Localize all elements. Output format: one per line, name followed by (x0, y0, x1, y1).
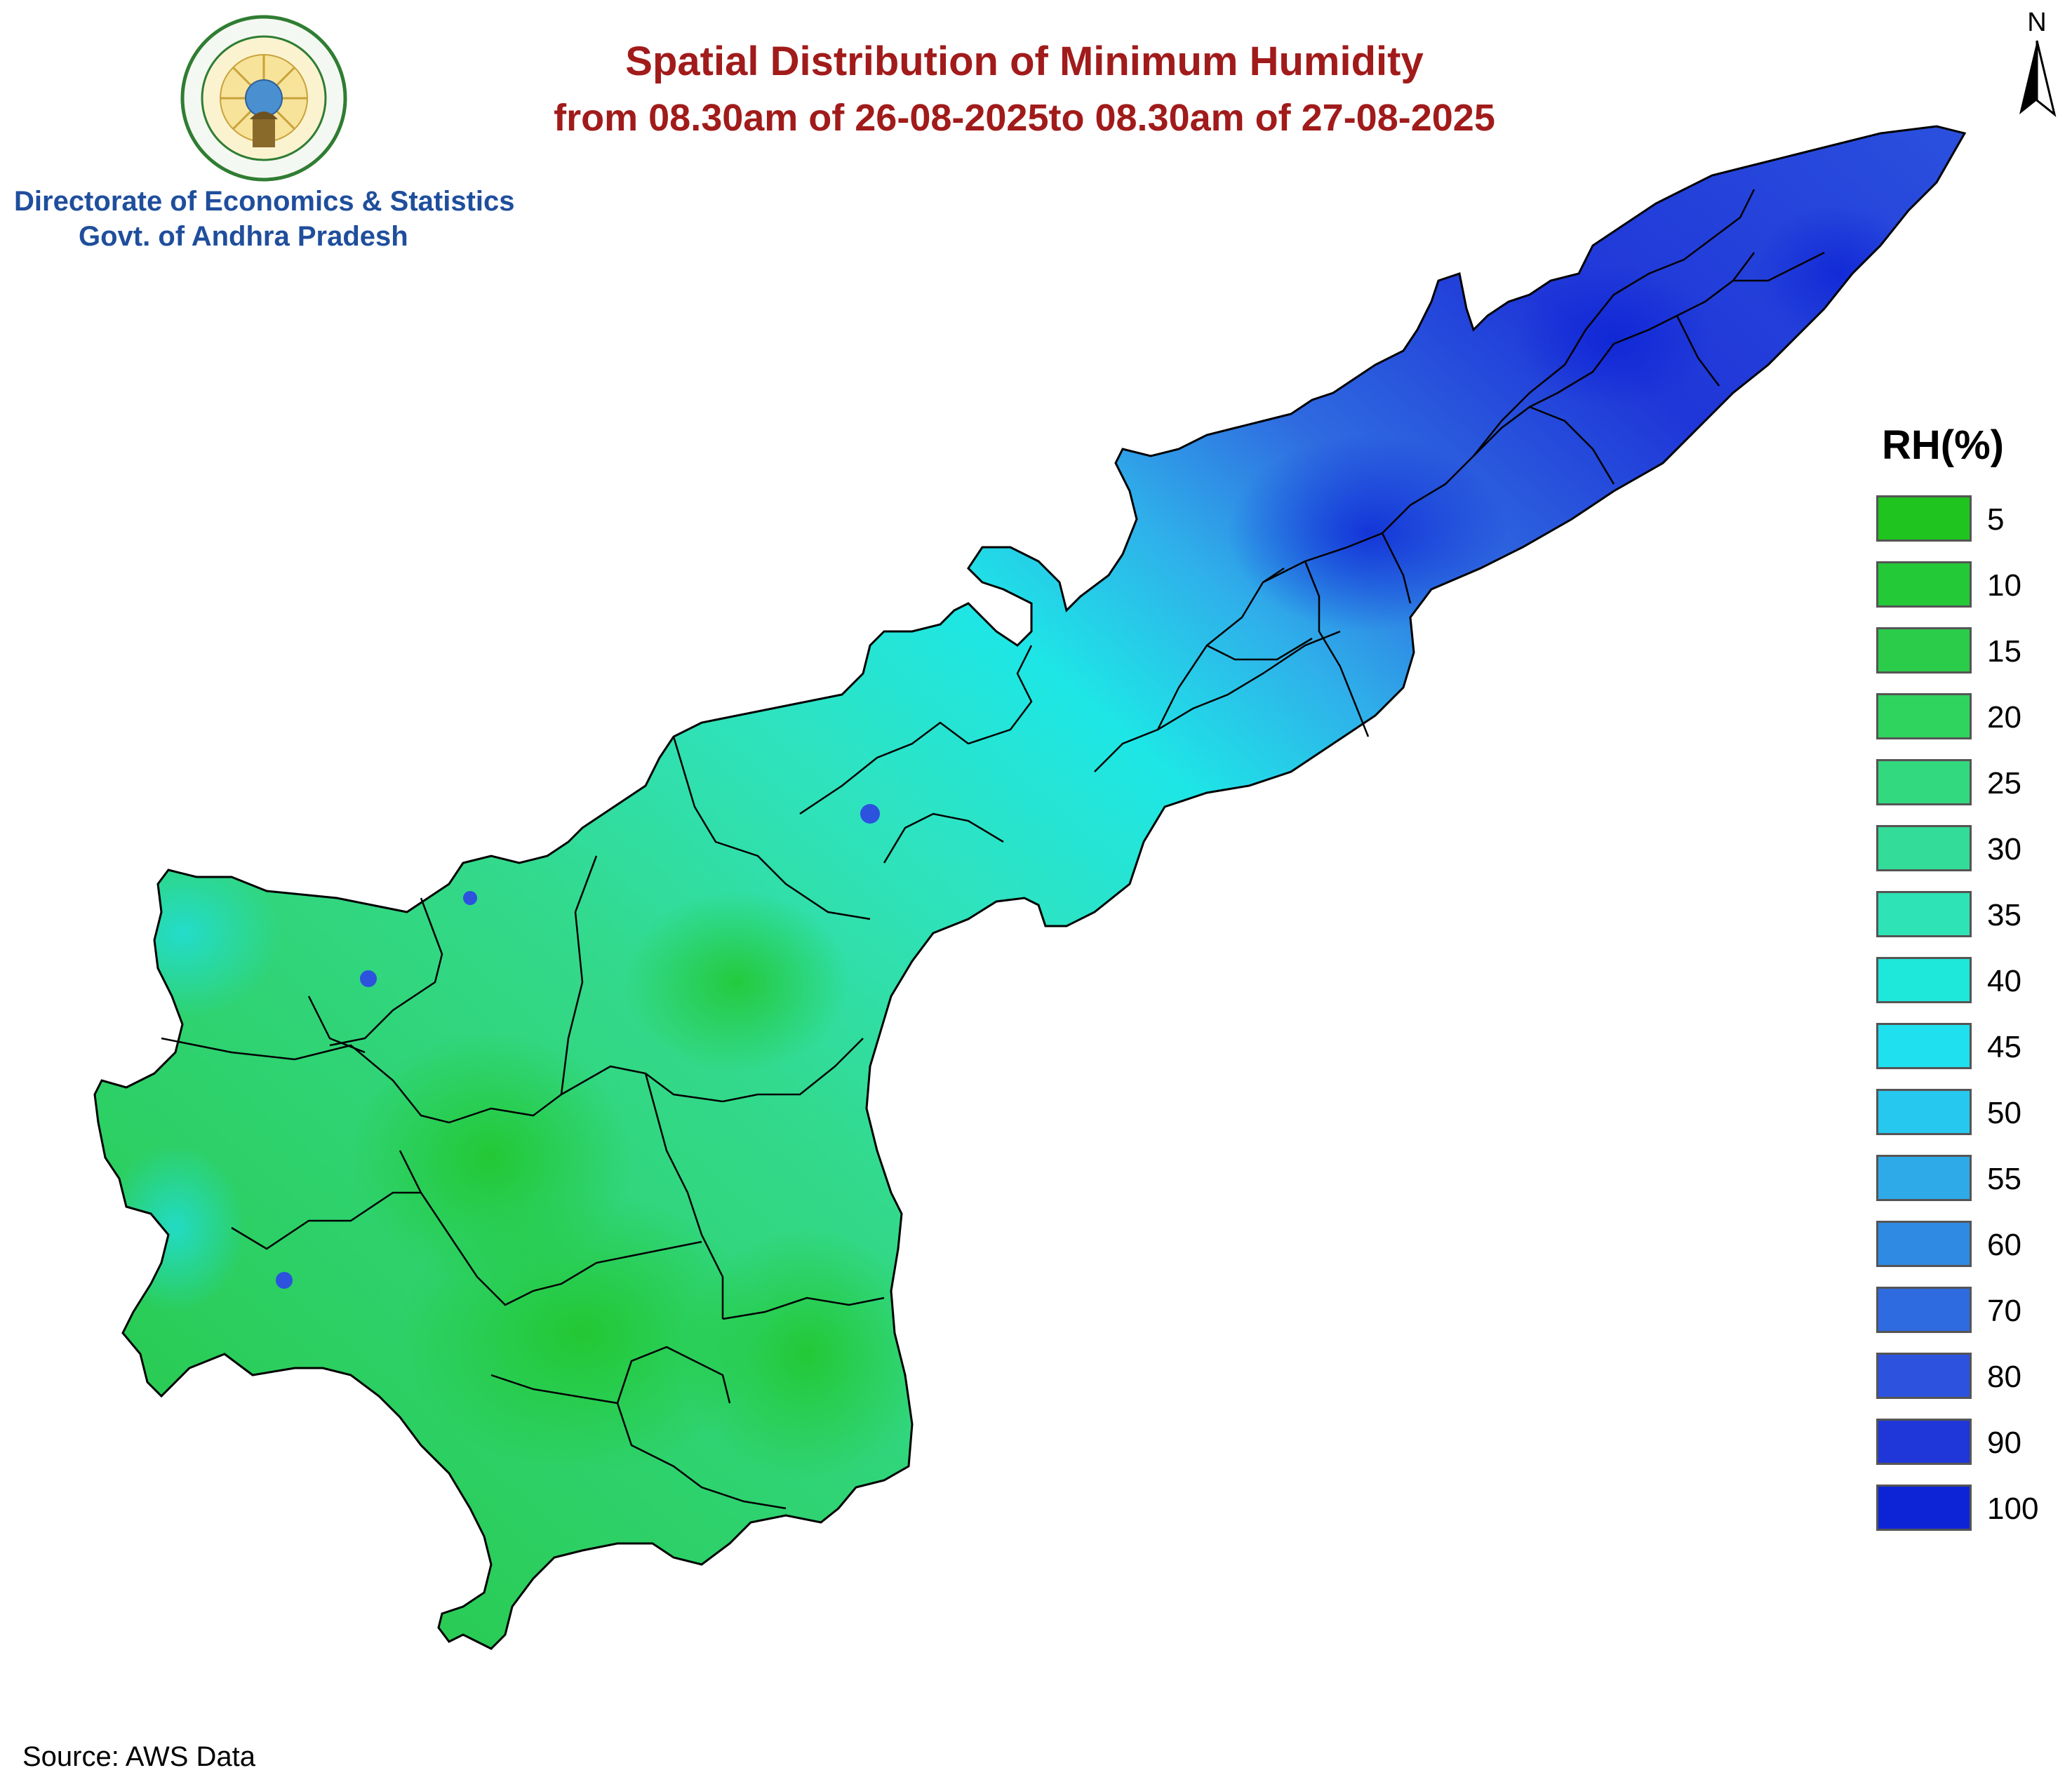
organization-name: Directorate of Economics & Statistics Go… (14, 184, 575, 254)
legend-swatch (1876, 1287, 1972, 1333)
legend-item: 30 (1866, 825, 2049, 874)
legend-item: 45 (1866, 1023, 2049, 1072)
legend: RH(%) 5 10 15 20 25 30 35 40 45 50 55 60 70 80 90 100 (1866, 421, 2049, 1550)
legend-item: 20 (1866, 693, 2049, 742)
legend-label: 90 (1987, 1426, 2021, 1460)
legend-item: 70 (1866, 1287, 2049, 1336)
legend-swatch (1876, 1023, 1972, 1069)
map-title: Spatial Distribution of Minimum Humidity… (533, 34, 1516, 146)
legend-item: 100 (1866, 1485, 2049, 1534)
legend-item: 40 (1866, 957, 2049, 1006)
legend-swatch (1876, 495, 1972, 542)
north-arrow-label: N (2027, 8, 2046, 37)
legend-swatch (1876, 1089, 1972, 1135)
legend-label: 50 (1987, 1096, 2021, 1130)
legend-label: 70 (1987, 1294, 2021, 1328)
legend-label: 80 (1987, 1360, 2021, 1394)
legend-label: 45 (1987, 1030, 2021, 1064)
legend-label: 10 (1987, 568, 2021, 603)
legend-label: 35 (1987, 898, 2021, 932)
map-title-line-2: from 08.30am of 26-08-2025to 08.30am of … (554, 97, 1495, 139)
legend-swatch (1876, 627, 1972, 674)
legend-swatch (1876, 1485, 1972, 1531)
legend-title: RH(%) (1882, 422, 2004, 468)
legend-item: 35 (1866, 891, 2049, 940)
legend-item: 60 (1866, 1221, 2049, 1270)
legend-swatch (1876, 693, 1972, 739)
legend-swatch (1876, 1353, 1972, 1399)
legend-label: 25 (1987, 766, 2021, 800)
legend-swatch (1876, 825, 1972, 871)
organization-line-2: Govt. of Andhra Pradesh (79, 221, 408, 252)
andhra-pradesh-emblem-logo (180, 15, 347, 182)
legend-item: 10 (1866, 561, 2049, 610)
legend-item: 80 (1866, 1353, 2049, 1402)
legend-label: 55 (1987, 1162, 2021, 1196)
legend-swatch (1876, 1155, 1972, 1201)
legend-label: 30 (1987, 832, 2021, 866)
legend-label: 5 (1987, 502, 2005, 537)
organization-line-1: Directorate of Economics & Statistics (14, 186, 515, 217)
legend-item: 5 (1866, 495, 2049, 544)
north-arrow: N (2019, 8, 2057, 117)
legend-label: 20 (1987, 700, 2021, 735)
legend-item: 50 (1866, 1089, 2049, 1138)
legend-items: 5 10 15 20 25 30 35 40 45 50 55 60 70 80 90 100 (1866, 495, 2049, 1534)
legend-item: 90 (1866, 1419, 2049, 1468)
district-boundaries (161, 189, 1825, 1510)
source-note: Source: AWS Data (22, 1741, 255, 1772)
legend-swatch (1876, 759, 1972, 805)
map-title-line-1: Spatial Distribution of Minimum Humidity (625, 39, 1424, 84)
legend-swatch (1876, 957, 1972, 1003)
legend-swatch (1876, 1419, 1972, 1465)
legend-swatch (1876, 891, 1972, 937)
legend-label: 60 (1987, 1228, 2021, 1262)
legend-item: 15 (1866, 627, 2049, 676)
legend-label: 40 (1987, 964, 2021, 998)
legend-swatch (1876, 1221, 1972, 1267)
legend-label: 100 (1987, 1492, 2039, 1526)
legend-item: 25 (1866, 759, 2049, 808)
legend-item: 55 (1866, 1155, 2049, 1204)
legend-swatch (1876, 561, 1972, 608)
legend-label: 15 (1987, 634, 2021, 669)
